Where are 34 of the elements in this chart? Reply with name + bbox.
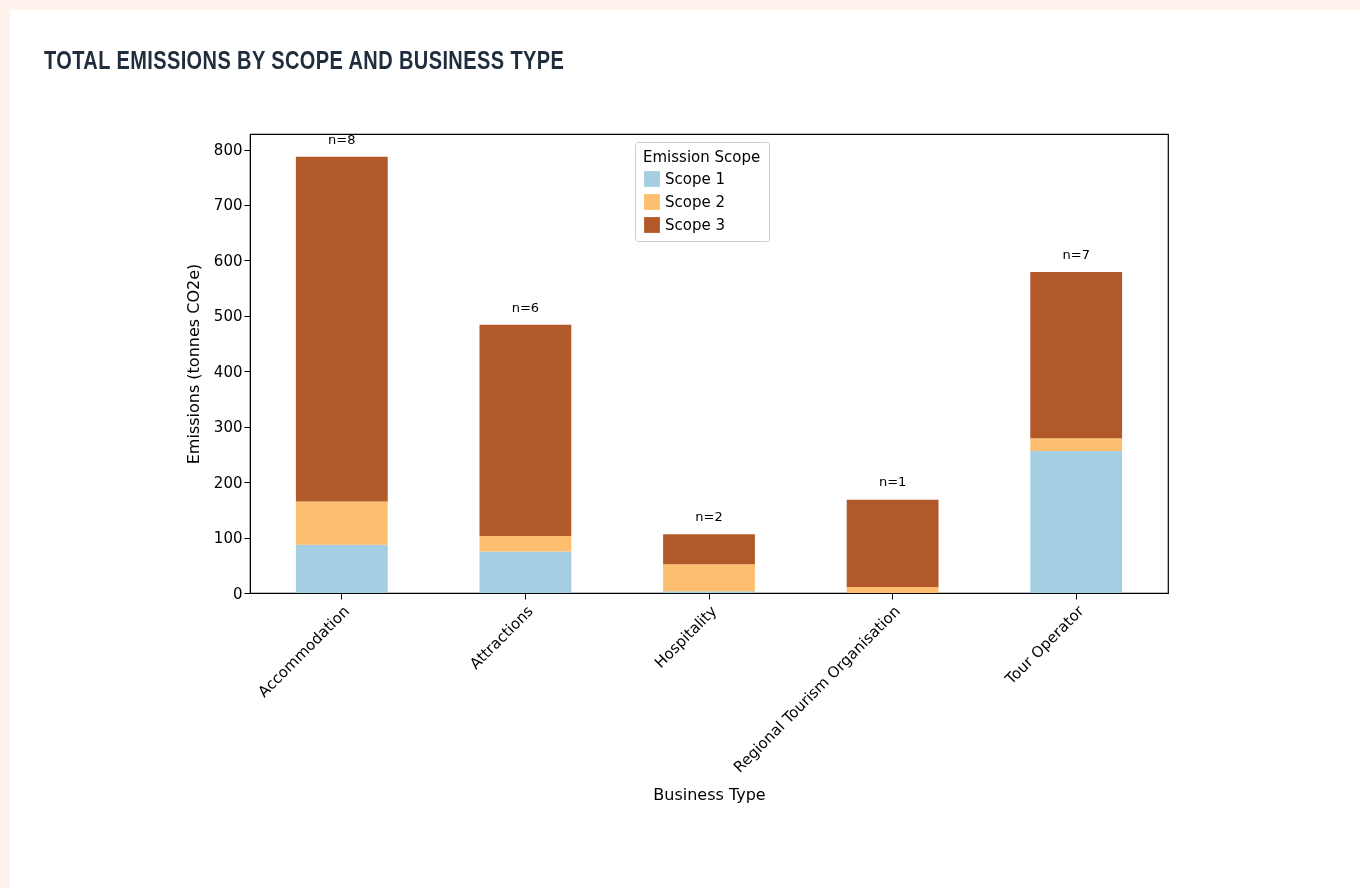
bar — [295, 501, 388, 545]
annotation: n=2 — [695, 509, 723, 525]
bar — [846, 586, 939, 593]
y-tick-label: 100 — [213, 529, 243, 548]
annotation: n=8 — [328, 131, 356, 147]
chart-title: TOTAL EMISSIONS BY SCOPE AND BUSINESS TYPE — [44, 46, 565, 75]
y-tick-label: 200 — [213, 473, 243, 492]
legend-label: Scope 1 — [665, 170, 726, 188]
annotation: n=7 — [1062, 247, 1090, 263]
y-tick-label: 300 — [213, 418, 243, 437]
bar — [1030, 272, 1123, 439]
bar — [1030, 438, 1123, 452]
y-tick-label: 700 — [213, 196, 243, 215]
annotation: n=1 — [878, 474, 907, 490]
bar — [295, 156, 388, 502]
legend-label: Scope 3 — [665, 216, 726, 234]
y-tick-label: 500 — [213, 307, 243, 326]
bar — [479, 551, 572, 593]
x-axis-title: Business Type — [653, 785, 766, 805]
y-tick-label: 800 — [213, 141, 243, 160]
y-tick-label: 400 — [213, 362, 243, 381]
legend-title: Emission Scope — [643, 148, 761, 166]
bar — [846, 499, 939, 587]
bar — [663, 534, 755, 565]
annotation: n=6 — [511, 299, 540, 315]
bar — [1030, 451, 1123, 593]
bar — [479, 535, 572, 552]
bar — [479, 324, 572, 536]
y-tick-label: 600 — [213, 251, 243, 270]
y-axis-title: Emissions (tonnes CO2e) — [183, 263, 203, 465]
legend-label: Scope 2 — [665, 193, 726, 211]
y-tick-label: 0 — [232, 584, 243, 603]
bar — [663, 564, 755, 592]
bar — [295, 544, 388, 593]
